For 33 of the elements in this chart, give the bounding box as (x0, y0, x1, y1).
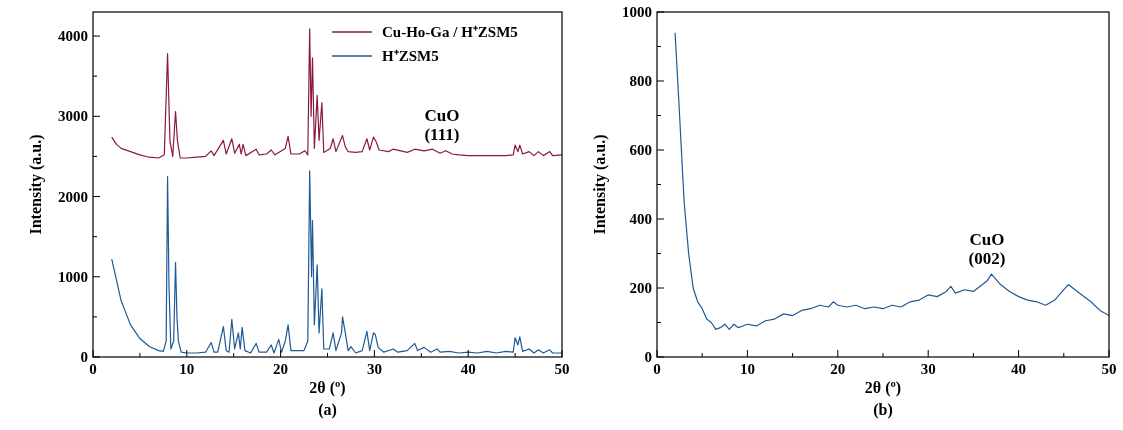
x-tick-label: 40 (460, 361, 476, 377)
x-tick-label: 20 (830, 361, 846, 377)
x-axis-title: 2θ (º) (864, 379, 902, 397)
x-tick-label: 20 (273, 361, 289, 377)
y-tick-label: 1000 (58, 268, 88, 285)
y-tick-label: 4000 (58, 28, 88, 45)
y-tick-label: 3000 (58, 108, 88, 125)
y-axis-title: Intensity (a.u.) (591, 134, 609, 235)
line-series (674, 32, 1110, 330)
y-tick-label: 0 (644, 349, 652, 365)
y-tick-label: 0 (80, 349, 88, 365)
x-tick-label: 10 (179, 361, 195, 377)
x-tick-label: 30 (366, 361, 382, 377)
y-tick-label: 600 (629, 142, 652, 158)
annotation: CuO (111) (424, 105, 460, 144)
x-tick-label: 10 (739, 361, 755, 377)
x-axis-title: 2θ (º) (309, 379, 346, 397)
x-tick-label: 40 (1011, 361, 1027, 377)
y-tick-label: 2000 (58, 188, 88, 205)
legend-label: H⁺ZSM5 (382, 48, 439, 64)
text: (a) (318, 401, 337, 419)
y-tick-label: 1000 (622, 4, 652, 20)
y-tick-label: 400 (629, 211, 652, 227)
line-series (111, 170, 563, 354)
y-axis-title: Intensity (a.u.) (27, 134, 45, 235)
x-tick-label: 30 (920, 361, 936, 377)
annotation: CuO (002) (968, 229, 1006, 268)
y-tick-label: 200 (629, 280, 652, 296)
x-tick-label: 50 (554, 361, 570, 377)
x-tick-label: 50 (1101, 361, 1117, 377)
legend-label: Cu-Ho-Ga / H⁺ZSM5 (382, 24, 518, 40)
text: (b) (873, 401, 893, 419)
y-tick-label: 800 (629, 73, 652, 89)
